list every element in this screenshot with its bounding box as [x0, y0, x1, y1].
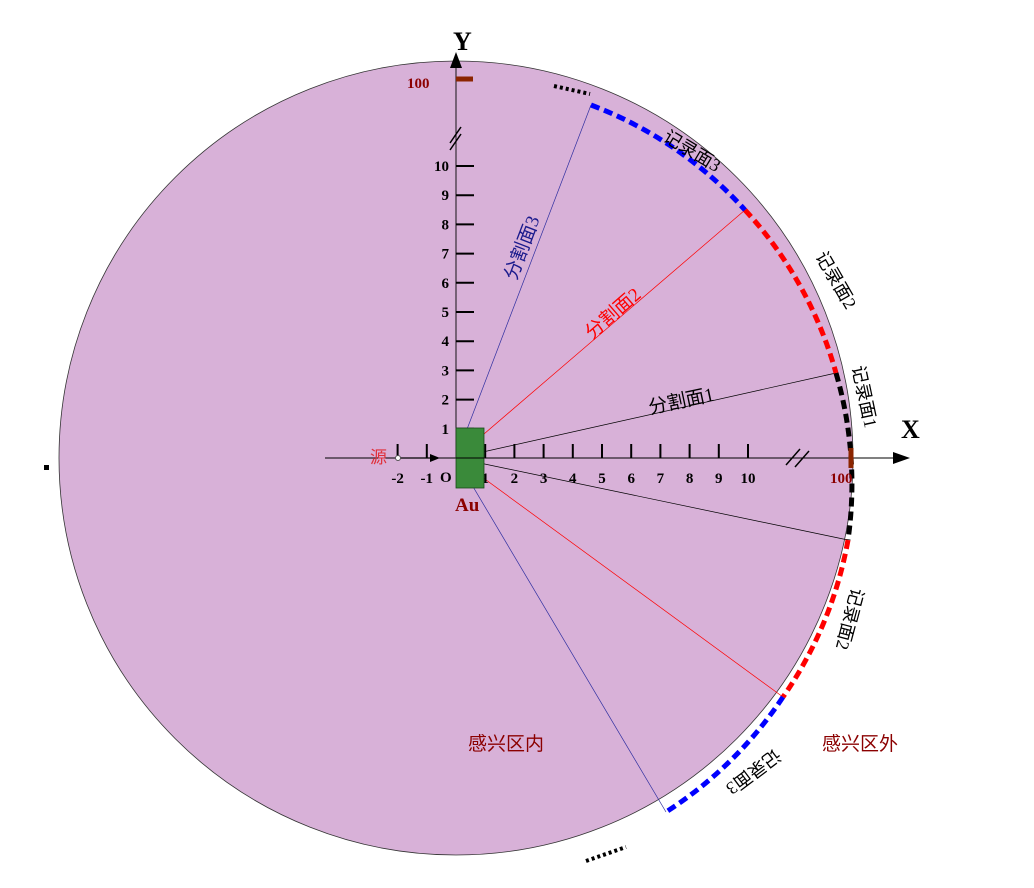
y-tick-label: 7	[442, 247, 450, 263]
x-axis	[325, 448, 910, 468]
split-plane-1-upper	[455, 372, 837, 459]
split-plane-3-upper	[455, 104, 592, 459]
x-axis-ticks: -2 -1 1 2 3 4 5 6 7 8 9 10	[391, 444, 756, 487]
y-tick-label: 3	[442, 363, 450, 379]
y-axis-arrow	[450, 52, 462, 68]
continuation-dots-bottom	[585, 845, 627, 863]
record-plane-2-lower-arc	[780, 539, 851, 699]
x-tick-label: 10	[741, 471, 756, 487]
x-tick-label: -1	[421, 471, 434, 487]
source-point	[395, 455, 401, 461]
record-plane-1-upper-label: 记录面1	[848, 364, 881, 430]
record-plane-2-upper-arc	[743, 208, 839, 374]
y-axis-break-2	[449, 133, 462, 151]
y-tick-label: 5	[442, 305, 450, 321]
x-tick-label: 9	[715, 471, 723, 487]
target-label: Au	[455, 495, 480, 516]
y-axis-label: Y	[453, 27, 472, 56]
region-inside-label: 感兴区内	[468, 733, 544, 755]
y-tick-label: 4	[442, 334, 450, 350]
x-tick-label: 6	[627, 471, 635, 487]
split-plane-3-lower	[455, 457, 667, 813]
x-axis-break-2	[794, 450, 810, 468]
record-plane-3-lower-label: 记录面3	[722, 745, 784, 799]
record-plane-3-lower-arc	[664, 695, 786, 815]
x-tick-label: 4	[569, 471, 577, 487]
y-tick-label: 9	[442, 188, 450, 204]
y-tick-label: 2	[442, 393, 450, 409]
left-edge-marker	[44, 465, 49, 470]
x-tick-label: 2	[511, 471, 519, 487]
x-axis-label: X	[901, 415, 920, 444]
x-axis-arrow	[893, 452, 910, 464]
split-plane-2-lower	[455, 457, 784, 698]
y-tick-label: 1	[442, 422, 450, 438]
y-far-value: 100	[407, 76, 430, 92]
region-outside-label: 感兴区外	[822, 733, 898, 755]
origin-label: O	[440, 470, 452, 486]
y-axis-break-1	[449, 126, 462, 144]
y-axis	[449, 52, 473, 458]
continuation-dots-top	[553, 84, 591, 96]
x-tick-label: 5	[598, 471, 606, 487]
y-tick-label: 6	[442, 276, 450, 292]
split-plane-2-upper	[455, 209, 746, 459]
source-direction-arrow	[430, 454, 440, 462]
record-plane-2-lower-label: 记录面2	[832, 586, 868, 652]
split-plane-1-lower	[455, 457, 849, 541]
x-tick-label: 8	[686, 471, 694, 487]
source-label: 源	[370, 448, 387, 467]
x-tick-label: 1	[481, 471, 489, 487]
y-tick-label: 10	[434, 159, 449, 175]
x-tick-label: -2	[391, 471, 404, 487]
split-plane-lines	[455, 104, 849, 813]
record-plane-3-upper-arc	[590, 102, 747, 212]
y-tick-label: 8	[442, 217, 450, 233]
x-tick-label: 7	[657, 471, 665, 487]
x-tick-label: 3	[540, 471, 548, 487]
x-axis-break-1	[785, 448, 801, 466]
x-far-value: 100	[830, 471, 853, 487]
